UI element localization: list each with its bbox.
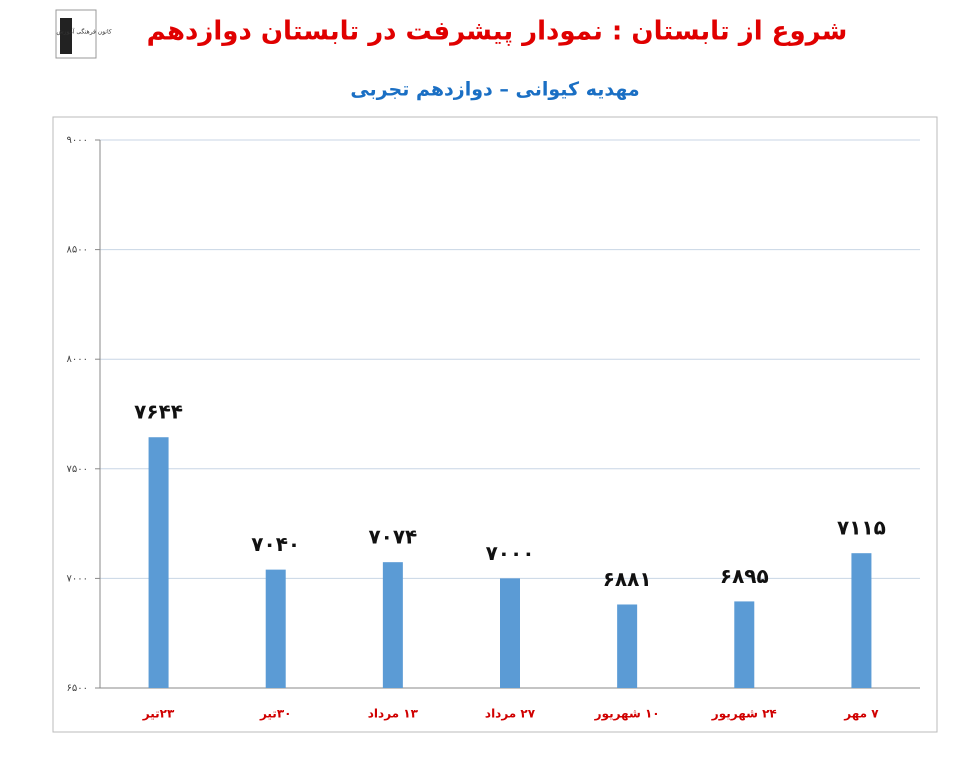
- y-tick-label: ۸۵۰۰: [67, 245, 88, 256]
- y-tick-label: ۸۰۰۰: [67, 354, 88, 365]
- value-label: ۶۸۹۵: [720, 564, 769, 588]
- value-label: ۷۶۴۴: [134, 400, 183, 424]
- x-tick-label: ۱۳ مرداد: [368, 707, 419, 721]
- chart-subtitle: مهدیه کیوانی – دوازدهم تجربی: [350, 79, 639, 101]
- x-tick-label: ۲۳تیر: [142, 707, 175, 721]
- x-tick-label: ۷ مهر: [843, 707, 879, 721]
- logo-figure: [60, 18, 72, 54]
- value-label: ۷۱۱۵: [837, 516, 886, 540]
- chart-title: شروع از تابستان : نمودار پیشرفت در تابست…: [147, 17, 848, 47]
- value-label: ۷۰۷۴: [368, 525, 417, 549]
- bar: [148, 437, 169, 688]
- bar: [382, 562, 403, 688]
- bar: [617, 604, 638, 688]
- x-tick-label: ۲۷ مرداد: [485, 707, 536, 721]
- value-label: ۷۰۰۰: [486, 541, 535, 565]
- value-label: ۷۰۴۰: [251, 532, 300, 556]
- bar: [851, 553, 872, 688]
- y-tick-label: ۶۵۰۰: [67, 683, 88, 694]
- y-tick-label: ۷۰۰۰: [67, 573, 88, 584]
- y-tick-label: ۹۰۰۰: [67, 135, 88, 146]
- bar: [734, 601, 755, 688]
- logo: کانون فرهنگی آموزش: [55, 9, 112, 59]
- bar: [500, 578, 520, 688]
- x-tick-label: ۱۰ شهریور: [594, 707, 660, 722]
- x-tick-label: ۲۴ شهریور: [711, 707, 777, 722]
- chart-frame: [52, 116, 938, 733]
- value-label: ۶۸۸۱: [603, 567, 652, 591]
- logo-text: کانون فرهنگی آموزش: [56, 27, 111, 36]
- x-tick-label: ۳۰تیر: [259, 707, 292, 721]
- y-tick-label: ۷۵۰۰: [67, 464, 88, 475]
- bar: [265, 569, 286, 688]
